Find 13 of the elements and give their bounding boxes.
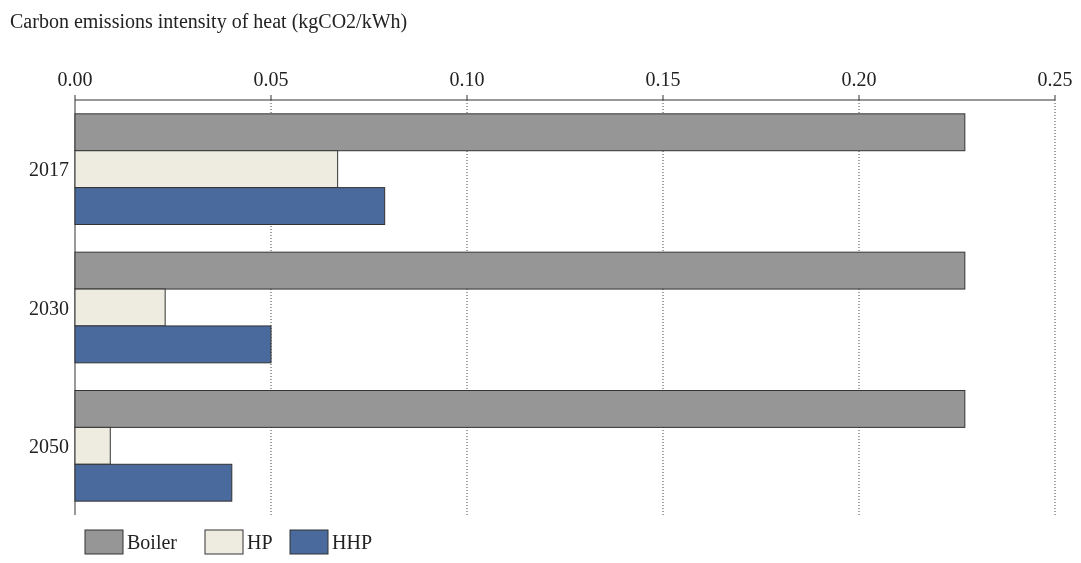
y-tick-label: 2030 [29,296,69,319]
x-tick-label: 0.05 [253,68,289,90]
y-tick-label: 2050 [29,434,69,457]
x-tick-label: 0.00 [57,68,93,90]
x-axis-title: Carbon emissions intensity of heat (kgCO2/kWh) [10,10,408,33]
x-tick-label: 0.25 [1037,68,1073,90]
x-tick-label: 0.10 [449,68,485,90]
x-tick-label: 0.15 [645,68,681,90]
y-tick-label: 2017 [29,158,69,181]
x-tick-label: 0.20 [841,68,877,90]
legend-label: Boiler [127,531,178,553]
legend-label: HHP [332,531,373,553]
legend-label: HP [247,531,273,553]
